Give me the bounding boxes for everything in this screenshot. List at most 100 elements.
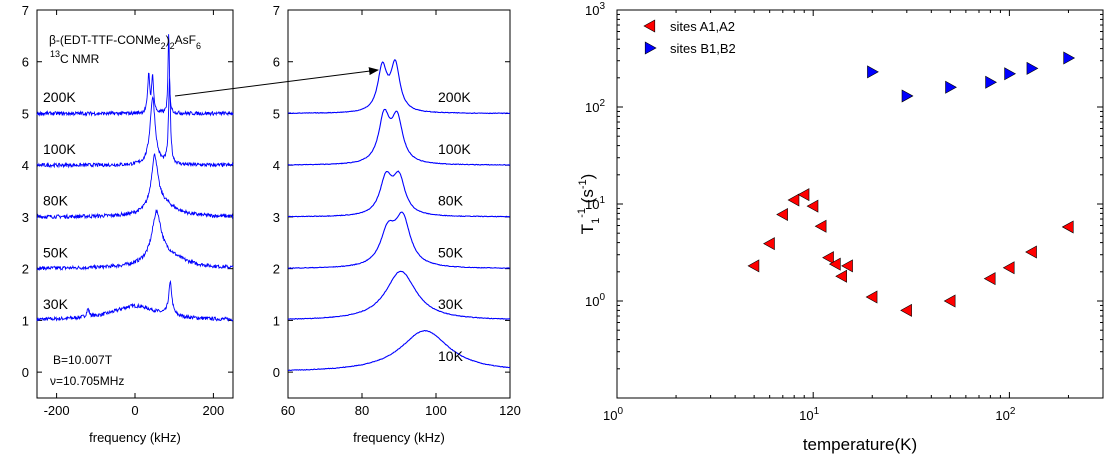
y-tick-label: 0 bbox=[273, 365, 280, 380]
legend-marker bbox=[643, 19, 656, 33]
x-tick-label: 100 bbox=[603, 406, 623, 423]
y-tick-label: 5 bbox=[22, 106, 29, 121]
data-point bbox=[901, 89, 914, 103]
y-tick-label: 103 bbox=[585, 1, 605, 18]
data-point bbox=[865, 290, 878, 304]
temperature-labels: 30K 50K 80K 100K 200K bbox=[43, 89, 76, 312]
panel-spectra-wide: -200 0 200 0 1 2 3 4 5 6 7 30K 50K 80K 100K 200K β-(ED… bbox=[22, 3, 234, 445]
nucleus-label: 13C NMR bbox=[50, 49, 100, 66]
axes: 60 80 100 120 0 1 2 3 4 5 6 7 bbox=[273, 3, 521, 418]
x-tick-label: 120 bbox=[499, 403, 521, 418]
spectrum-50K bbox=[36, 209, 234, 271]
spectrum-80K bbox=[36, 153, 234, 220]
y-tick-label: 2 bbox=[273, 262, 280, 277]
temperature-label: 200K bbox=[43, 89, 76, 105]
data-point bbox=[1004, 67, 1017, 81]
data-point bbox=[1025, 245, 1037, 259]
data-point bbox=[835, 269, 847, 283]
temperature-label: 10K bbox=[438, 348, 464, 364]
data-point bbox=[822, 251, 834, 265]
y-tick-label: 7 bbox=[273, 3, 280, 18]
y-tick-label: 1 bbox=[22, 313, 29, 328]
x-tick-label: 200 bbox=[203, 403, 225, 418]
y-tick-label: 6 bbox=[22, 55, 29, 70]
temperature-label: 100K bbox=[43, 141, 76, 157]
spectrum-10K bbox=[288, 329, 511, 371]
y-tick-label: 2 bbox=[22, 262, 29, 277]
x-tick-label: 101 bbox=[799, 406, 819, 423]
data-point bbox=[747, 259, 760, 273]
frequency-annotation: ν=10.705MHz bbox=[50, 374, 124, 388]
y-tick-label: 100 bbox=[585, 292, 605, 309]
data-point bbox=[763, 237, 775, 251]
y-tick-label: 101 bbox=[585, 195, 605, 212]
data-point bbox=[1002, 261, 1015, 275]
data-point bbox=[867, 65, 879, 79]
spectrum-100K bbox=[287, 108, 511, 166]
x-tick-label: 100 bbox=[425, 403, 447, 418]
data-point bbox=[985, 75, 997, 89]
temperature-label: 30K bbox=[438, 296, 464, 312]
data-point bbox=[776, 207, 788, 221]
legend-label: sites A1,A2 bbox=[670, 19, 735, 34]
x-tick-label: -200 bbox=[44, 403, 70, 418]
temperature-label: 100K bbox=[438, 141, 471, 157]
arrow-line bbox=[174, 67, 379, 97]
x-tick-label: 60 bbox=[281, 403, 295, 418]
data-point bbox=[1063, 51, 1076, 65]
panel-relaxation-rate: 100 101 102 100 101 102 103 sites A1,A2 sites B… bbox=[576, 1, 1104, 454]
spectra bbox=[36, 34, 234, 322]
data-point bbox=[806, 199, 819, 213]
data-point bbox=[945, 80, 957, 94]
temperature-labels: 10K 30K 50K 80K 100K 200K bbox=[438, 89, 471, 364]
spectrum-100K bbox=[36, 78, 234, 169]
y-tick-label: 0 bbox=[22, 365, 29, 380]
data-point bbox=[787, 193, 800, 207]
temperature-label: 80K bbox=[43, 193, 69, 209]
x-tick-label: 0 bbox=[131, 403, 138, 418]
temperature-label: 50K bbox=[438, 244, 464, 260]
y-axis-label: T1-1 (s-1) bbox=[576, 174, 602, 235]
x-tick-label: 102 bbox=[995, 406, 1015, 423]
x-axis-label: frequency (kHz) bbox=[89, 430, 181, 445]
y-tick-label: 6 bbox=[273, 55, 280, 70]
data-point bbox=[828, 257, 841, 271]
chart-title: β-(EDT-TTF-CONMe2)2AsF6 bbox=[49, 33, 201, 51]
spectrum-30K bbox=[36, 279, 234, 322]
data-point bbox=[1026, 61, 1039, 75]
y-tick-label: 1 bbox=[273, 313, 280, 328]
data-point bbox=[1061, 220, 1074, 234]
y-tick-label: 3 bbox=[22, 210, 29, 225]
temperature-label: 200K bbox=[438, 89, 471, 105]
data-point bbox=[814, 219, 827, 233]
x-axis-label: frequency (kHz) bbox=[353, 430, 445, 445]
x-axis-label: temperature(K) bbox=[803, 435, 917, 454]
data-point bbox=[841, 259, 853, 273]
legend: sites A1,A2 sites B1,B2 bbox=[643, 19, 736, 56]
data-point bbox=[900, 303, 912, 317]
temperature-label: 50K bbox=[43, 244, 69, 260]
data-point bbox=[797, 188, 810, 202]
y-tick-label: 5 bbox=[273, 106, 280, 121]
field-annotation: B=10.007T bbox=[53, 353, 113, 367]
legend-marker bbox=[644, 41, 657, 55]
temperature-label: 80K bbox=[438, 193, 464, 209]
spectra bbox=[287, 59, 511, 371]
spectrum-50K bbox=[287, 211, 510, 270]
y-tick-label: 7 bbox=[22, 3, 29, 18]
temperature-label: 30K bbox=[43, 296, 69, 312]
plot-frame bbox=[287, 9, 511, 399]
zoom-arrow bbox=[174, 67, 379, 97]
legend-label: sites B1,B2 bbox=[670, 41, 736, 56]
data-point bbox=[983, 272, 996, 286]
data-point bbox=[943, 294, 956, 308]
y-tick-label: 102 bbox=[585, 98, 605, 115]
axes: 100 101 102 100 101 102 103 bbox=[585, 1, 1104, 423]
x-tick-label: 80 bbox=[355, 403, 369, 418]
y-tick-label: 4 bbox=[22, 158, 29, 173]
y-tick-label: 3 bbox=[273, 210, 280, 225]
spectrum-200K bbox=[36, 34, 234, 117]
data-points bbox=[747, 51, 1076, 317]
